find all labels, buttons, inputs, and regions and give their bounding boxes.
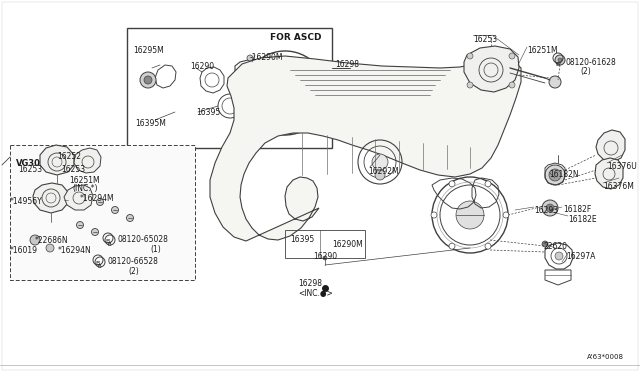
Circle shape <box>97 199 104 205</box>
Text: 16253: 16253 <box>473 35 497 44</box>
Circle shape <box>546 204 554 212</box>
Circle shape <box>449 181 455 187</box>
Circle shape <box>549 76 561 88</box>
Circle shape <box>558 58 562 62</box>
Text: B: B <box>105 239 109 244</box>
Text: (2): (2) <box>128 267 139 276</box>
Circle shape <box>509 53 515 59</box>
Circle shape <box>77 221 83 228</box>
Circle shape <box>467 53 473 59</box>
Circle shape <box>485 243 491 249</box>
Circle shape <box>247 85 253 91</box>
Text: 16395M: 16395M <box>135 119 166 128</box>
Text: 22620: 22620 <box>543 242 567 251</box>
Text: 16295M: 16295M <box>133 46 164 55</box>
Text: 16290: 16290 <box>313 252 337 261</box>
Text: 16251M: 16251M <box>69 176 100 185</box>
Circle shape <box>542 241 548 247</box>
Text: 16182E: 16182E <box>568 215 596 224</box>
Text: B: B <box>107 241 111 247</box>
Text: -16290M: -16290M <box>250 53 284 62</box>
Text: 16376M: 16376M <box>603 182 634 191</box>
Text: (INC.*): (INC.*) <box>72 184 97 193</box>
Text: 16298: 16298 <box>298 279 322 288</box>
Text: <INC.●>: <INC.●> <box>298 289 333 298</box>
Text: 16182N: 16182N <box>549 170 579 179</box>
Text: *16294N: *16294N <box>58 246 92 255</box>
Circle shape <box>265 65 271 71</box>
Circle shape <box>92 228 99 235</box>
Circle shape <box>140 72 156 88</box>
Text: VG30: VG30 <box>16 159 41 168</box>
Text: *16019: *16019 <box>10 246 38 255</box>
Circle shape <box>485 181 491 187</box>
Polygon shape <box>33 183 68 213</box>
Circle shape <box>375 170 385 180</box>
Text: (1): (1) <box>150 245 161 254</box>
Circle shape <box>144 76 152 84</box>
Polygon shape <box>74 148 101 173</box>
Polygon shape <box>64 185 93 210</box>
Bar <box>127 28 332 148</box>
Text: *16294M: *16294M <box>80 194 115 203</box>
Text: 16253: 16253 <box>18 165 42 174</box>
Text: B: B <box>95 261 99 266</box>
Text: 16376U: 16376U <box>607 162 637 171</box>
Circle shape <box>247 55 253 61</box>
Text: 16252: 16252 <box>57 152 81 161</box>
Circle shape <box>270 78 300 108</box>
Circle shape <box>111 206 118 214</box>
Polygon shape <box>595 158 623 189</box>
Text: B: B <box>97 263 100 269</box>
Text: (2): (2) <box>580 67 591 76</box>
Text: B: B <box>555 62 559 67</box>
Bar <box>285 230 365 258</box>
Text: 16290M: 16290M <box>332 240 363 249</box>
Text: A'63*0008: A'63*0008 <box>587 354 624 360</box>
Text: 16251M: 16251M <box>527 46 557 55</box>
Circle shape <box>372 154 388 170</box>
Polygon shape <box>464 46 519 92</box>
Text: 08120-65028: 08120-65028 <box>117 235 168 244</box>
Text: 16293: 16293 <box>534 206 558 215</box>
Circle shape <box>30 235 40 245</box>
Text: FOR ASCD: FOR ASCD <box>270 33 321 42</box>
Circle shape <box>542 200 558 216</box>
Circle shape <box>503 212 509 218</box>
Text: 16292M: 16292M <box>368 167 399 176</box>
Text: 16253: 16253 <box>61 165 85 174</box>
Text: 16297A: 16297A <box>566 252 595 261</box>
Text: 16395: 16395 <box>196 108 220 117</box>
Circle shape <box>549 169 561 181</box>
Text: 16182F: 16182F <box>563 205 591 214</box>
Polygon shape <box>40 145 74 175</box>
Text: 16290: 16290 <box>190 62 214 71</box>
Circle shape <box>431 212 437 218</box>
Text: 08120-61628: 08120-61628 <box>565 58 616 67</box>
Circle shape <box>265 77 271 83</box>
Polygon shape <box>596 130 625 162</box>
Circle shape <box>555 252 563 260</box>
Text: 16298: 16298 <box>335 60 359 69</box>
Text: *14956Y: *14956Y <box>10 197 43 206</box>
Circle shape <box>127 215 134 221</box>
Circle shape <box>46 244 54 252</box>
Circle shape <box>323 256 327 260</box>
Circle shape <box>467 82 473 88</box>
Circle shape <box>545 165 565 185</box>
Circle shape <box>456 201 484 229</box>
Text: *22686N: *22686N <box>35 236 68 245</box>
Text: 16395: 16395 <box>290 235 314 244</box>
Circle shape <box>509 82 515 88</box>
Bar <box>10 145 195 280</box>
Circle shape <box>449 243 455 249</box>
Circle shape <box>555 55 565 65</box>
Text: 08120-66528: 08120-66528 <box>107 257 158 266</box>
Polygon shape <box>210 56 521 241</box>
